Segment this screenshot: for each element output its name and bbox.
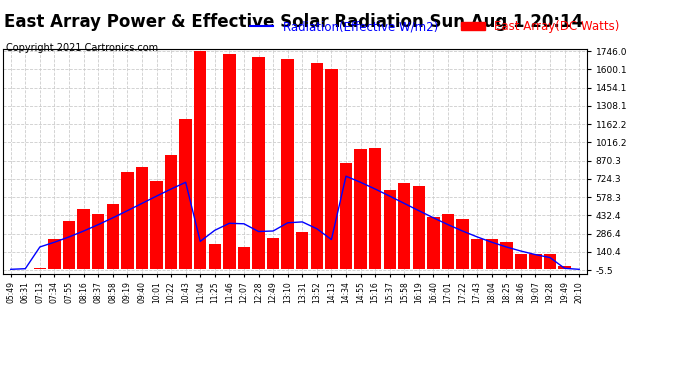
Bar bbox=[238, 247, 250, 269]
Bar bbox=[398, 183, 411, 269]
Bar bbox=[427, 217, 440, 269]
Bar bbox=[253, 57, 265, 269]
Bar bbox=[355, 149, 367, 269]
Bar bbox=[121, 172, 134, 269]
Bar bbox=[413, 186, 425, 269]
Bar bbox=[486, 238, 498, 269]
Bar bbox=[310, 63, 323, 269]
Bar bbox=[92, 214, 104, 269]
Text: Copyright 2021 Cartronics.com: Copyright 2021 Cartronics.com bbox=[6, 43, 157, 53]
Legend: Radiation(Effective W/m2), East Array(DC Watts): Radiation(Effective W/m2), East Array(DC… bbox=[245, 15, 624, 38]
Bar bbox=[136, 167, 148, 269]
Bar bbox=[325, 69, 337, 269]
Text: East Array Power & Effective Solar Radiation Sun Aug 1 20:14: East Array Power & Effective Solar Radia… bbox=[3, 13, 583, 31]
Bar bbox=[529, 254, 542, 269]
Bar bbox=[456, 219, 469, 269]
Bar bbox=[282, 60, 294, 269]
Bar bbox=[208, 244, 221, 269]
Bar bbox=[558, 266, 571, 269]
Bar bbox=[267, 238, 279, 269]
Bar bbox=[150, 181, 163, 269]
Bar bbox=[179, 119, 192, 269]
Bar bbox=[471, 239, 484, 269]
Bar bbox=[48, 238, 61, 269]
Bar bbox=[500, 242, 513, 269]
Bar bbox=[544, 254, 556, 269]
Bar bbox=[34, 268, 46, 269]
Bar bbox=[194, 51, 206, 269]
Bar bbox=[63, 221, 75, 269]
Bar bbox=[384, 190, 396, 269]
Bar bbox=[165, 155, 177, 269]
Bar bbox=[77, 209, 90, 269]
Bar bbox=[106, 204, 119, 269]
Bar bbox=[223, 54, 235, 269]
Bar bbox=[442, 214, 454, 269]
Bar bbox=[515, 254, 527, 269]
Bar bbox=[296, 232, 308, 269]
Bar bbox=[339, 163, 352, 269]
Bar bbox=[369, 148, 382, 269]
